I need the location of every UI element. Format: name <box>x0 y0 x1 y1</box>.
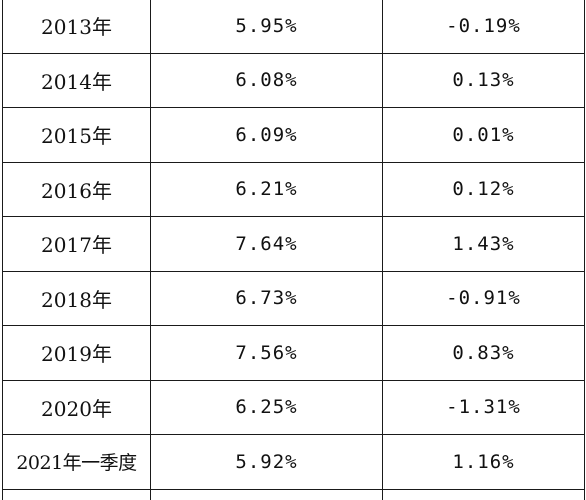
change-cell: 0.13% <box>382 52 585 108</box>
change-cell: 1.43% <box>382 216 585 272</box>
rate-cell: 7.56% <box>150 325 383 381</box>
table-row: 2018年 6.73% -0.91% <box>2 270 585 326</box>
empty-cell <box>2 488 151 500</box>
change-cell: -1.31% <box>382 379 585 435</box>
change-cell: 0.83% <box>382 325 585 381</box>
table-row: 2014年 6.08% 0.13% <box>2 52 585 108</box>
change-cell: -0.19% <box>382 0 585 54</box>
year-cell: 2015年 <box>2 107 151 163</box>
year-cell: 2018年 <box>2 270 151 326</box>
rate-cell: 6.09% <box>150 107 383 163</box>
rate-cell: 6.08% <box>150 52 383 108</box>
rate-cell: 6.73% <box>150 270 383 326</box>
table-row: 2021年一季度 5.92% 1.16% <box>2 434 585 490</box>
table-row: 2016年 6.21% 0.12% <box>2 161 585 217</box>
year-cell: 2020年 <box>2 379 151 435</box>
table-row: 2013年 5.95% -0.19% <box>2 0 585 54</box>
change-cell: -0.91% <box>382 270 585 326</box>
year-cell: 2014年 <box>2 52 151 108</box>
year-cell: 2019年 <box>2 325 151 381</box>
year-cell: 2017年 <box>2 216 151 272</box>
rate-cell: 7.64% <box>150 216 383 272</box>
table-row: 2019年 7.56% 0.83% <box>2 325 585 381</box>
table-row: 2015年 6.09% 0.01% <box>2 107 585 163</box>
year-cell: 2021年一季度 <box>2 434 151 490</box>
empty-cell <box>382 488 585 500</box>
change-cell: 0.12% <box>382 161 585 217</box>
rate-cell: 5.92% <box>150 434 383 490</box>
year-cell: 2016年 <box>2 161 151 217</box>
year-cell: 2013年 <box>2 0 151 54</box>
rate-cell: 6.25% <box>150 379 383 435</box>
table-row-partial <box>2 488 585 500</box>
table-row: 2020年 6.25% -1.31% <box>2 379 585 435</box>
change-cell: 0.01% <box>382 107 585 163</box>
change-cell: 1.16% <box>382 434 585 490</box>
table-row: 2017年 7.64% 1.43% <box>2 216 585 272</box>
rate-cell: 5.95% <box>150 0 383 54</box>
rate-cell: 6.21% <box>150 161 383 217</box>
empty-cell <box>150 488 383 500</box>
